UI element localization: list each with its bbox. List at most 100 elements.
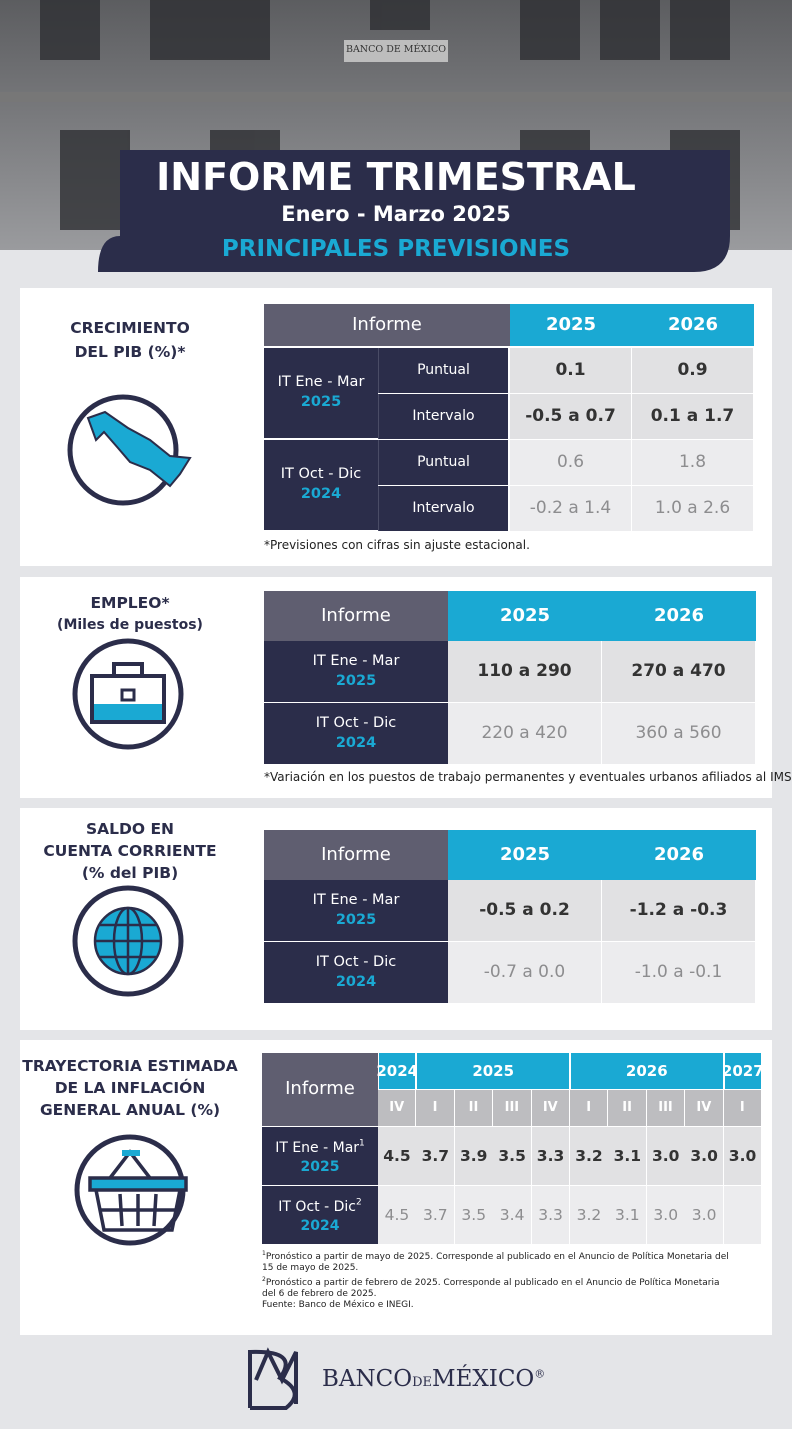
- label-line: CUENTA CORRIENTE: [43, 842, 217, 860]
- bm-monogram: [248, 1347, 298, 1410]
- value-text: -0.5 a 0.7: [525, 406, 616, 427]
- value-cell: 3.0: [685, 1127, 724, 1185]
- quarter-text: III: [658, 1100, 673, 1116]
- quarter-cell: II: [608, 1090, 646, 1126]
- note: *Previsiones con cifras sin ajuste estac…: [264, 538, 530, 552]
- value-text: 0.9: [677, 360, 708, 381]
- value-text: 220 a 420: [481, 723, 568, 744]
- value-text: 4.5: [383, 1146, 411, 1165]
- value-cell: 3.4: [493, 1186, 532, 1244]
- value-cell: 3.1: [608, 1186, 647, 1244]
- header-text: 2025: [499, 843, 551, 865]
- value-text: 4.5: [384, 1205, 410, 1224]
- cell-line: IT Ene - Mar1: [275, 1136, 365, 1158]
- report-name: IT Oct - Dic: [315, 714, 397, 731]
- footnote-mark: 2: [262, 1276, 266, 1283]
- note: *Variación en los puestos de trabajo per…: [264, 770, 792, 784]
- kind-cell: Puntual: [378, 440, 508, 485]
- briefcase-icon: [90, 662, 166, 724]
- report-name: IT Oct - Dic: [315, 953, 397, 970]
- header-text: 2026: [667, 313, 719, 335]
- value-cell: 3.2: [570, 1127, 608, 1185]
- header-cell: Informe: [264, 304, 510, 346]
- label-line: (Miles de puestos): [57, 617, 203, 633]
- quarter-text: I: [586, 1100, 592, 1116]
- year-text: 2025: [472, 1061, 515, 1080]
- report-name: IT Ene - Mar: [312, 891, 400, 908]
- report-year: 2024: [300, 1217, 340, 1234]
- quarter-text: I: [432, 1100, 438, 1116]
- quarter-text: III: [504, 1100, 520, 1116]
- building-sign: BANCO DE MÉXICO: [345, 44, 447, 55]
- value-text: 360 a 560: [635, 723, 722, 744]
- report-year: 2025: [300, 394, 342, 410]
- title: INFORME TRIMESTRAL: [156, 155, 636, 199]
- value-text: -0.2 a 1.4: [529, 498, 612, 519]
- footnote-text: Pronóstico a partir de mayo de 2025. Cor…: [262, 1252, 729, 1273]
- report-name: IT Ene - Mar: [312, 652, 400, 669]
- header-cell: 2026: [602, 830, 756, 880]
- value-cell: 3.2: [570, 1186, 608, 1244]
- value-cell: 3.1: [608, 1127, 647, 1185]
- kind-text: Puntual: [417, 454, 470, 471]
- label-line: DEL PIB (%)*: [74, 343, 186, 361]
- value-text: 1.0 a 2.6: [654, 498, 731, 519]
- value-text: 0.1: [555, 360, 586, 381]
- value-cell: 3.9: [454, 1127, 493, 1185]
- value-cell: 0.9: [632, 348, 753, 393]
- footnote-mark: 1: [359, 1138, 365, 1149]
- value-text: -0.7 a 0.0: [483, 962, 566, 983]
- quarter-cell: I: [723, 1090, 761, 1126]
- footnotes: 1Pronóstico a partir de mayo de 2025. Co…: [262, 1248, 732, 1311]
- report-cell: IT Oct - Dic 2024: [264, 440, 378, 530]
- value-text: -0.5 a 0.2: [479, 900, 570, 921]
- value-text: 3.0: [690, 1146, 718, 1165]
- quarter-cell: III: [646, 1090, 685, 1126]
- report-cell: IT Oct - Dic 2024: [264, 942, 448, 1003]
- value-text: 3.0: [653, 1205, 679, 1224]
- source: Fuente: Banco de México e INEGI.: [262, 1300, 414, 1310]
- value-text: 110 a 290: [477, 661, 572, 682]
- header-text: 2025: [545, 313, 597, 335]
- globe-icon: [93, 906, 163, 976]
- report-name: IT Oct - Dic: [280, 466, 362, 483]
- value-cell: 220 a 420: [448, 703, 601, 764]
- value-cell: 3.5: [454, 1186, 493, 1244]
- quarter-text: IV: [389, 1100, 405, 1116]
- mexico-icon: [86, 410, 192, 488]
- value-cell: [723, 1186, 762, 1244]
- value-cell: 3.0: [646, 1127, 685, 1185]
- value-cell: 4.5: [378, 1186, 416, 1244]
- header-cell: Informe: [264, 591, 448, 641]
- year-cell: 2024: [376, 1053, 418, 1089]
- report-year: 2025: [300, 1158, 340, 1175]
- header-cell: 2026: [632, 304, 754, 346]
- header-cell: 2025: [510, 304, 632, 346]
- footer-brand: BANCODEMÉXICO®: [322, 1366, 545, 1392]
- header-text: Informe: [352, 313, 422, 335]
- cell-line: IT Oct - Dic2: [278, 1195, 361, 1217]
- year-text: 2026: [625, 1061, 668, 1080]
- value-text: 3.0: [691, 1205, 717, 1224]
- report-year: 2025: [335, 672, 377, 689]
- kind-cell: Intervalo: [378, 394, 508, 439]
- heading: PRINCIPALES PREVISIONES: [221, 236, 571, 262]
- header-cell: Informe: [264, 830, 448, 880]
- value-cell: -0.5 a 0.7: [510, 394, 631, 439]
- header-text: 2026: [653, 604, 705, 626]
- value-cell: 0.6: [510, 440, 631, 485]
- header-cell: 2025: [448, 830, 602, 880]
- basket-icon: [88, 1149, 188, 1232]
- footnote-mark: 2: [355, 1197, 362, 1208]
- report-year: 2025: [335, 911, 377, 928]
- report-cell: IT Ene - Mar 2025: [264, 641, 448, 702]
- report-name: IT Oct - Dic: [278, 1198, 356, 1215]
- label-line: GENERAL ANUAL (%): [39, 1101, 221, 1119]
- brand-mark: ®: [534, 1367, 546, 1381]
- value-text: 3.2: [575, 1146, 603, 1165]
- value-text: 270 a 470: [631, 661, 726, 682]
- value-cell: 3.3: [531, 1186, 570, 1244]
- header-text: 2025: [499, 604, 551, 626]
- value-cell: 360 a 560: [602, 703, 755, 764]
- report-cell: IT Oct - Dic2 2024: [262, 1186, 378, 1244]
